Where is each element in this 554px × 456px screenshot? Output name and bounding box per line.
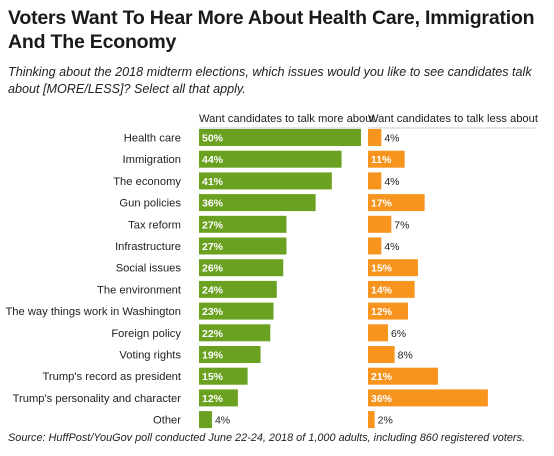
bar-more [199,215,287,233]
data-label-more: 15% [202,371,224,383]
data-label-less: 12% [371,306,393,318]
category-label: Health care [124,133,181,145]
data-label-less: 7% [394,219,409,231]
bar-less [368,411,375,429]
bar-less [368,389,488,407]
bar-more [199,367,248,385]
bar-more [199,172,332,190]
data-label-less: 8% [398,350,413,362]
data-label-more: 50% [202,133,224,145]
bar-more [199,324,271,342]
bar-less [368,129,382,146]
bar-less [368,302,408,320]
series-header-more: Want candidates to talk more about [199,113,375,125]
category-label: Trump's record as president [42,371,181,383]
data-label-less: 17% [371,198,393,210]
bar-less [368,280,415,298]
category-label: Infrastructure [115,241,181,253]
data-label-more: 12% [202,393,224,405]
series-header-less: Want candidates to talk less about [368,113,539,125]
bar-less [368,367,438,385]
data-label-more: 27% [202,241,224,253]
bar-less [368,172,382,190]
bar-less [368,346,395,363]
category-label: Tax reform [128,219,181,231]
category-label: Foreign policy [111,328,181,340]
bar-more [199,389,238,407]
category-label: Other [153,415,181,427]
category-label: Social issues [116,263,182,275]
chart-title: Voters Want To Hear More About Health Ca… [8,7,535,53]
data-label-more: 22% [202,328,224,340]
bar-more [199,280,277,298]
data-label-more: 4% [215,415,230,427]
data-label-more: 26% [202,263,224,275]
source-note: Source: HuffPost/YouGov poll conducted J… [8,432,526,444]
category-label: Trump's personality and character [13,393,182,405]
data-label-more: 19% [202,350,224,362]
bar-more [199,129,361,146]
data-label-less: 4% [384,241,399,253]
data-label-more: 24% [202,284,224,296]
bar-less [368,215,392,233]
data-label-more: 27% [202,219,224,231]
data-label-more: 36% [202,198,224,210]
category-label: The environment [97,284,182,296]
data-label-less: 36% [371,393,393,405]
bar-more [199,302,274,320]
data-label-less: 15% [371,263,393,275]
data-label-less: 2% [378,415,393,427]
bar-more [199,346,261,363]
chart-rows: Health care 50% 4% Immigration 44% 11% The eco… [5,129,488,429]
data-label-less: 6% [391,328,406,340]
data-label-more: 41% [202,176,224,188]
bar-less [368,259,418,277]
bar-less [368,194,425,212]
category-label: Immigration [123,154,181,166]
bar-more [199,150,342,168]
bar-more [199,237,287,255]
data-label-less: 11% [371,154,392,166]
data-label-less: 4% [384,176,399,188]
bar-less [368,150,405,168]
data-label-more: 23% [202,306,224,318]
bar-more [199,194,316,212]
category-label: Gun policies [119,198,181,210]
bar-more [199,259,284,277]
bar-more [199,411,212,429]
bar-less [368,324,388,342]
category-label: Voting rights [119,350,181,362]
chart-subtitle: Thinking about the 2018 midterm election… [8,65,532,96]
data-label-more: 44% [202,154,224,166]
bar-less [368,237,382,255]
category-label: The economy [113,176,181,188]
category-label: The way things work in Washington [5,306,181,318]
data-label-less: 21% [371,371,393,383]
data-label-less: 4% [384,133,399,145]
data-label-less: 14% [371,284,393,296]
